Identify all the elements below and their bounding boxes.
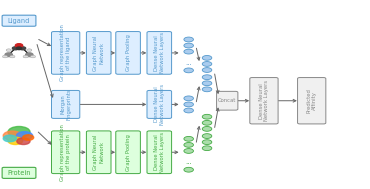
FancyBboxPatch shape: [87, 32, 111, 74]
Circle shape: [202, 56, 212, 60]
Circle shape: [13, 47, 18, 50]
FancyBboxPatch shape: [147, 131, 172, 174]
Circle shape: [202, 140, 212, 145]
FancyBboxPatch shape: [2, 167, 36, 178]
FancyBboxPatch shape: [51, 131, 80, 174]
Text: Dense Neural
Network Layers: Dense Neural Network Layers: [154, 84, 165, 125]
Circle shape: [184, 108, 194, 113]
Text: Dense Neural
Network Layers: Dense Neural Network Layers: [154, 132, 165, 173]
Circle shape: [202, 146, 212, 151]
Circle shape: [184, 68, 194, 73]
Circle shape: [20, 47, 26, 50]
FancyBboxPatch shape: [87, 131, 111, 174]
Circle shape: [184, 136, 194, 141]
Text: Graph Pooling: Graph Pooling: [125, 134, 131, 171]
FancyBboxPatch shape: [147, 32, 172, 74]
Circle shape: [202, 68, 212, 72]
Circle shape: [202, 120, 212, 125]
Circle shape: [3, 135, 16, 142]
Circle shape: [202, 81, 212, 86]
Circle shape: [16, 47, 21, 50]
Circle shape: [184, 143, 194, 147]
FancyBboxPatch shape: [250, 77, 278, 124]
Circle shape: [3, 131, 21, 140]
Text: Predicted
Affinity: Predicted Affinity: [306, 88, 317, 113]
Text: ...: ...: [185, 159, 192, 165]
Circle shape: [8, 137, 23, 145]
Text: ...: ...: [204, 132, 211, 138]
FancyBboxPatch shape: [51, 90, 80, 118]
Circle shape: [23, 55, 28, 58]
Circle shape: [6, 49, 11, 51]
Text: Graph Neural
Network: Graph Neural Network: [93, 35, 104, 70]
Text: Graph representation
of the protein: Graph representation of the protein: [60, 124, 71, 181]
FancyBboxPatch shape: [297, 77, 326, 124]
Circle shape: [184, 96, 194, 101]
FancyBboxPatch shape: [116, 32, 140, 74]
Text: Graph representation
of the ligand: Graph representation of the ligand: [60, 24, 71, 81]
Circle shape: [202, 126, 212, 131]
Circle shape: [15, 44, 23, 47]
Text: Morgan
Fingerprints: Morgan Fingerprints: [60, 88, 71, 120]
FancyBboxPatch shape: [116, 131, 140, 174]
FancyBboxPatch shape: [51, 32, 80, 74]
Circle shape: [202, 114, 212, 119]
Circle shape: [202, 134, 212, 139]
Circle shape: [30, 55, 36, 58]
Circle shape: [26, 53, 33, 57]
FancyBboxPatch shape: [147, 90, 172, 118]
Text: Dense Neural
Network Layers: Dense Neural Network Layers: [154, 32, 165, 74]
Text: Graph Pooling: Graph Pooling: [125, 34, 131, 71]
Circle shape: [3, 55, 8, 58]
Circle shape: [202, 62, 212, 66]
FancyBboxPatch shape: [2, 15, 36, 26]
Circle shape: [27, 49, 32, 51]
Circle shape: [202, 87, 212, 92]
Circle shape: [5, 53, 13, 57]
Text: ...: ...: [204, 73, 211, 79]
Circle shape: [184, 43, 194, 48]
Text: Dense Neural
Network Layers: Dense Neural Network Layers: [259, 80, 269, 121]
Circle shape: [184, 167, 194, 172]
Circle shape: [8, 126, 30, 138]
Circle shape: [17, 138, 30, 145]
FancyBboxPatch shape: [216, 91, 238, 110]
Circle shape: [10, 55, 15, 58]
Text: Ligand: Ligand: [8, 18, 30, 24]
Circle shape: [184, 49, 194, 54]
Text: Protein: Protein: [7, 170, 31, 176]
Circle shape: [184, 37, 194, 42]
Circle shape: [16, 132, 33, 140]
Text: ...: ...: [185, 60, 192, 66]
Circle shape: [184, 149, 194, 153]
Circle shape: [23, 135, 34, 140]
Text: Concat: Concat: [218, 98, 236, 103]
Text: Graph Neural
Network: Graph Neural Network: [93, 135, 104, 170]
Circle shape: [184, 102, 194, 107]
Circle shape: [202, 75, 212, 80]
